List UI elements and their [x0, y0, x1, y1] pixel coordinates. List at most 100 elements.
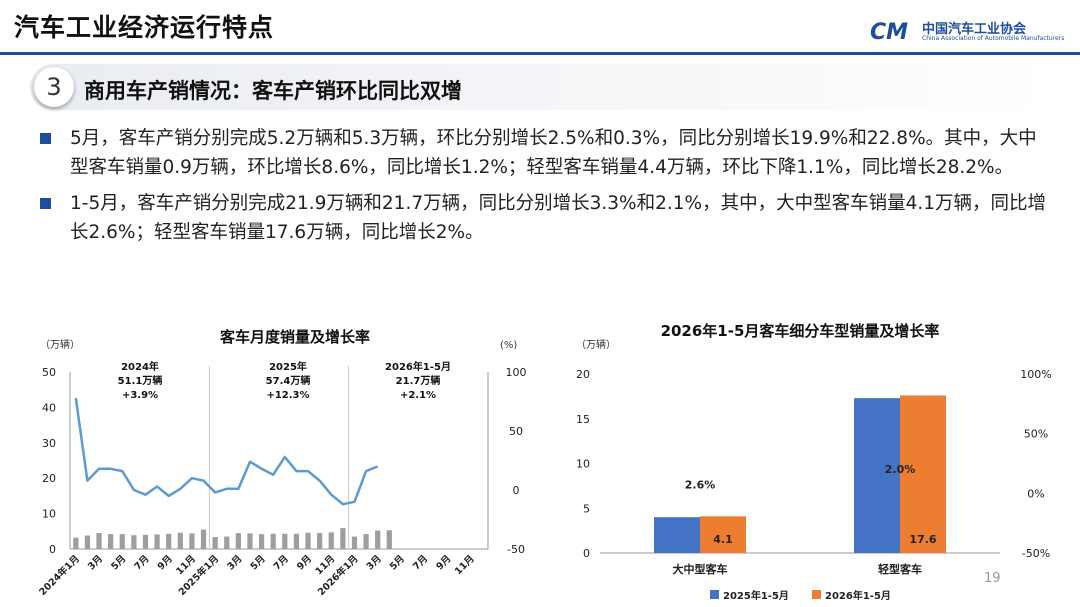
category-label: 大中型客车	[673, 562, 728, 576]
sales-bar	[73, 537, 79, 549]
page-title: 汽车工业经济运行特点	[14, 13, 275, 42]
sales-bar	[386, 530, 392, 549]
section-title: 商用车产销情况：客车产销环比同比双增	[84, 79, 462, 103]
sales-bar	[363, 534, 369, 549]
x-tick-label: 11月	[453, 553, 477, 577]
y-right-tick-label: -50	[507, 543, 525, 556]
chart-title: 2026年1-5月客车细分车型销量及增长率	[661, 322, 940, 340]
bullet-text: 5月，客车产销分别完成5.2万辆和5.3万辆，环比分别增长2.5%和0.3%，同…	[70, 128, 1037, 178]
sales-bar	[200, 529, 207, 549]
chart-title: 客车月度销量及增长率	[219, 328, 370, 346]
x-tick-label: 7月	[272, 553, 291, 572]
y-right-tick-label: 50%	[1024, 428, 1048, 441]
sales-bar	[282, 533, 288, 549]
page-number: 19	[984, 571, 1001, 586]
sales-bar	[166, 533, 172, 549]
y-right-tick-label: 0%	[1027, 487, 1044, 500]
annotation-total: 21.7万辆	[396, 374, 441, 387]
sales-bar	[305, 532, 311, 549]
header: 汽车工业经济运行特点 CM 中国汽车工业协会 China Association…	[0, 0, 1080, 56]
sales-bar	[142, 534, 149, 549]
legend-label: 2025年1-5月	[723, 589, 789, 602]
y-right-tick-label: -50%	[1022, 547, 1050, 560]
sales-bar	[177, 532, 183, 549]
sales-bar	[84, 535, 91, 549]
x-tick-label: 9月	[295, 553, 314, 572]
legend-label: 2026年1-5月	[825, 589, 891, 602]
y-left-unit: （万辆）	[40, 338, 80, 351]
sales-bar	[247, 533, 253, 549]
y-left-tick-label: 0	[49, 543, 56, 556]
sales-bar	[189, 533, 195, 549]
legend-swatch	[710, 590, 719, 599]
y-right-tick-label: 0	[513, 484, 520, 497]
x-tick-label: 7月	[411, 553, 430, 572]
x-tick-label: 5月	[249, 553, 268, 572]
growth-label: 2.6%	[685, 478, 716, 491]
logo-en-text: China Association of Automobile Manufact…	[922, 35, 1065, 42]
y-left-tick-label: 0	[583, 547, 590, 560]
sales-bar	[317, 533, 323, 549]
header-divider	[0, 52, 1080, 55]
sales-bar	[258, 534, 265, 549]
x-tick-label: 3月	[365, 553, 384, 572]
y-left-unit: （万辆）	[576, 338, 616, 351]
logo-cn-text: 中国汽车工业协会	[922, 22, 1027, 37]
x-tick-label: 5月	[109, 553, 128, 572]
sales-bar	[293, 533, 300, 549]
sales-bar	[351, 536, 358, 549]
y-right-tick-label: 100	[506, 366, 527, 379]
y-left-tick-label: 40	[42, 401, 56, 414]
sales-bar	[270, 533, 276, 549]
segment-bar	[900, 395, 946, 553]
sales-bar	[212, 536, 218, 549]
sales-bar	[328, 532, 334, 549]
y-right-tick-label: 50	[509, 425, 523, 438]
y-left-tick-label: 50	[42, 366, 56, 379]
x-tick-label: 3月	[86, 553, 105, 572]
y-left-tick-label: 15	[576, 413, 590, 426]
monthly-sales-chart: 客车月度销量及增长率 （万辆） (%) 0 10 20 30 40 50 -50 0 50 100 202…	[37, 328, 527, 598]
growth-line	[74, 397, 379, 506]
y-left-tick-label: 30	[42, 437, 56, 450]
segment-bar	[700, 516, 746, 553]
y-right-tick-label: 100%	[1020, 368, 1051, 381]
y-right-unit: (%)	[500, 340, 517, 351]
section-bar	[30, 64, 1050, 110]
y-left-tick-label: 10	[42, 508, 56, 521]
annotation-period: 2024年	[121, 360, 159, 373]
y-left-tick-label: 20	[42, 472, 56, 485]
sales-bar	[131, 535, 137, 549]
sales-bar	[119, 534, 125, 549]
sales-bar	[375, 530, 381, 549]
value-label: 4.1	[713, 533, 733, 546]
segment-sales-chart: 2026年1-5月客车细分车型销量及增长率 （万辆） 0 5 10 15 20 -50% 0% 5…	[576, 322, 1052, 602]
section-number: 3	[34, 67, 74, 107]
growth-label: 2.0%	[885, 463, 916, 476]
caam-logo: CM 中国汽车工业协会 China Association of Automob…	[870, 18, 1064, 48]
bullet-square-icon	[40, 198, 51, 209]
sales-bar	[108, 534, 114, 549]
bullet-square-icon	[40, 133, 51, 144]
x-tick-label: 9月	[434, 553, 453, 572]
y-left-tick-label: 20	[576, 368, 590, 381]
sales-bar	[224, 536, 230, 549]
value-label: 17.6	[909, 533, 936, 546]
bullet-text: 1-5月，客车产销分别完成21.9万辆和21.7万辆，同比分别增长3.3%和2.…	[70, 193, 1047, 243]
y-left-tick-label: 10	[576, 458, 590, 471]
annotation-total: 51.1万辆	[118, 374, 163, 387]
y-left-tick-label: 5	[583, 502, 590, 515]
x-tick-label: 7月	[132, 553, 151, 572]
segment-bar	[854, 398, 900, 553]
annotation-period: 2026年1-5月	[385, 360, 451, 373]
bullet-item: 1-5月，客车产销分别完成21.9万辆和21.7万辆，同比分别增长3.3%和2.…	[40, 189, 1055, 247]
segment-bar	[654, 517, 700, 553]
annotation-growth: +12.3%	[266, 390, 309, 401]
annotation-period: 2025年	[269, 360, 307, 373]
sales-bar	[340, 528, 346, 549]
x-tick-label: 9月	[156, 553, 175, 572]
x-tick-label: 3月	[225, 553, 244, 572]
x-tick-label: 2024年1月	[37, 553, 82, 598]
sales-bar	[96, 533, 102, 549]
x-tick-label: 5月	[388, 553, 407, 572]
